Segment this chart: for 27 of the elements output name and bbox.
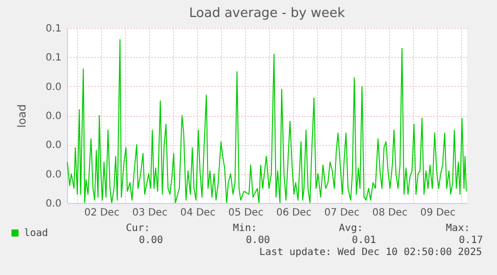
- text: Min:: [232, 223, 257, 234]
- y-tick-label: 0.1: [46, 24, 62, 34]
- text: Avg:: [338, 223, 363, 234]
- x-tick-label: 09 Dec: [420, 208, 456, 218]
- y-tick-label: 0.0: [46, 140, 62, 152]
- y-tick-label: 0.0: [46, 169, 62, 180]
- y-tick-label: 0.0: [46, 82, 62, 93]
- text: 0.00: [138, 235, 163, 246]
- legend-label: load: [24, 228, 48, 239]
- y-tick-label: 0.0: [46, 198, 62, 210]
- x-tick-label: 07 Dec: [324, 208, 360, 218]
- x-tick-label: 03 Dec: [132, 208, 168, 218]
- x-tick-label: 05 Dec: [228, 208, 264, 218]
- text: 0.00: [246, 235, 270, 246]
- x-tick-label: 02 Dec: [84, 208, 120, 218]
- text: Max:: [446, 223, 470, 234]
- text: Last update: Wed Dec 10 02:50:00 2025: [259, 247, 482, 258]
- text: 0.01: [352, 235, 376, 246]
- x-tick-label: 04 Dec: [180, 208, 216, 218]
- text: 0.17: [458, 235, 483, 246]
- chart-title: Load average - by week: [189, 6, 346, 21]
- y-tick-label: 0.0: [46, 111, 62, 122]
- x-tick-label: 06 Dec: [276, 208, 312, 218]
- y-axis-title: load: [16, 104, 29, 128]
- x-tick-label: 08 Dec: [372, 208, 408, 218]
- y-tick-label: 0.1: [46, 52, 62, 64]
- text: Cur:: [126, 223, 150, 234]
